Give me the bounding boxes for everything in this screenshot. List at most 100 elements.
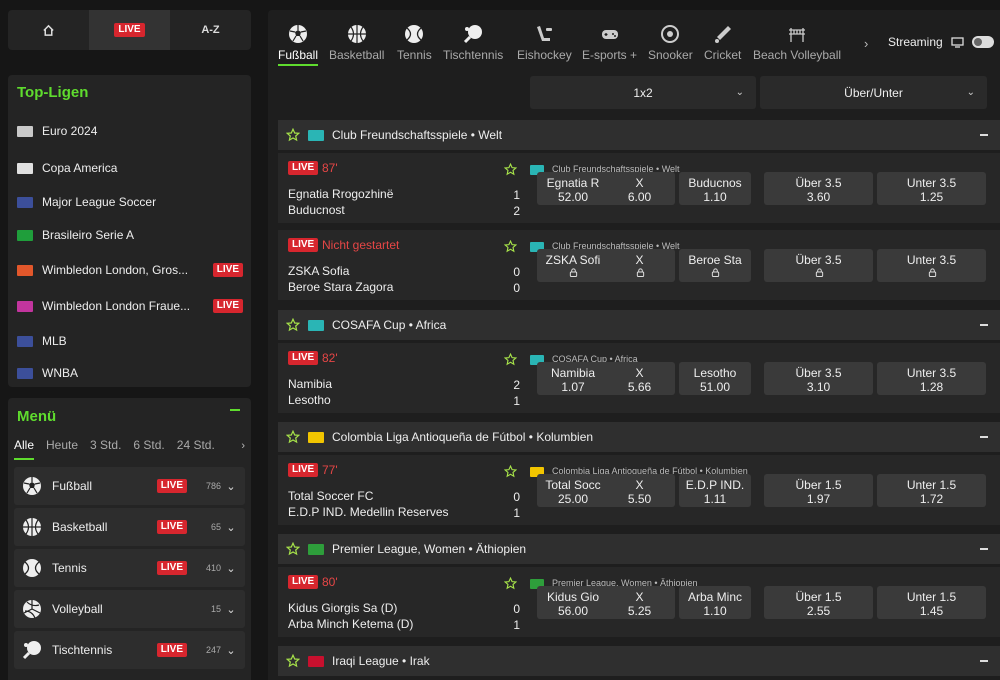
odds-button[interactable]: Über 3.5 3.60 — [764, 172, 873, 205]
odds-button[interactable]: X 5.25 — [604, 586, 675, 619]
time-filter-tab[interactable]: 6 Std. — [133, 438, 165, 452]
away-team[interactable]: Buducnost — [288, 203, 345, 217]
away-team[interactable]: Lesotho — [288, 393, 331, 407]
league-header[interactable]: COSAFA Cup • Africa — [278, 310, 1000, 340]
menu-sport-item[interactable]: Volleyball 15 ⌄ — [14, 590, 245, 628]
chevron-down-icon[interactable]: ⌄ — [226, 480, 236, 493]
top-league-item[interactable]: Euro 2024 — [17, 121, 243, 141]
market-select-over-under[interactable]: Über/Unter ⌄ — [760, 76, 987, 109]
odds-button[interactable]: Lesotho 51.00 — [679, 362, 751, 395]
match-time: 82' — [322, 351, 338, 365]
sport-tab[interactable]: Fußball — [278, 24, 319, 66]
time-filter-tab[interactable]: Alle — [14, 438, 35, 460]
odds-button[interactable]: Über 1.5 2.55 — [764, 586, 873, 619]
favorite-star-icon[interactable] — [286, 128, 300, 142]
away-team[interactable]: Arba Minch Ketema (D) — [288, 617, 414, 631]
sport-tab[interactable]: Tischtennis — [443, 24, 503, 62]
odds-button[interactable]: X — [604, 249, 675, 282]
sport-tab[interactable]: Snooker — [648, 24, 693, 62]
odds-button[interactable]: Unter 3.5 1.25 — [877, 172, 986, 205]
sport-tab[interactable]: E-sports + — [582, 24, 637, 62]
home-team[interactable]: Namibia — [288, 377, 333, 391]
top-league-item[interactable]: MLB — [17, 331, 243, 351]
odds-button[interactable]: ZSKA Sofi — [537, 249, 609, 282]
menu-sport-item[interactable]: Basketball LIVE 65 ⌄ — [14, 508, 245, 546]
sport-tab[interactable]: Beach Volleyball — [753, 24, 841, 62]
odds-label: X — [635, 253, 644, 267]
favorite-star-icon[interactable] — [504, 163, 517, 176]
collapse-icon[interactable] — [980, 660, 988, 662]
odds-button[interactable]: Buducnos 1.10 — [679, 172, 751, 205]
favorite-star-icon[interactable] — [286, 430, 300, 444]
favorite-star-icon[interactable] — [504, 465, 517, 478]
odds-button[interactable]: Arba Minc 1.10 — [679, 586, 751, 619]
odds-button[interactable]: E.D.P IND. 1.11 — [679, 474, 751, 507]
home-team[interactable]: ZSKA Sofia — [288, 264, 350, 278]
favorite-star-icon[interactable] — [504, 353, 517, 366]
favorite-star-icon[interactable] — [504, 240, 517, 253]
chevron-down-icon[interactable]: ⌄ — [226, 521, 236, 534]
top-league-item[interactable]: Wimbledon London, Gros... LIVE — [17, 260, 243, 280]
chevron-right-icon[interactable]: › — [241, 440, 245, 452]
home-team[interactable]: Egnatia Rrogozhinë — [288, 187, 394, 201]
menu-sport-item[interactable]: Tennis LIVE 410 ⌄ — [14, 549, 245, 587]
az-button[interactable]: A-Z — [201, 24, 220, 36]
top-league-item[interactable]: Wimbledon London Fraue... LIVE — [17, 296, 243, 316]
favorite-star-icon[interactable] — [286, 654, 300, 668]
odds-button[interactable]: X 5.66 — [604, 362, 675, 395]
top-league-item[interactable]: Copa America — [17, 158, 243, 178]
odds-button[interactable]: X 6.00 — [604, 172, 675, 205]
tabs-scroll-right-icon[interactable]: › — [864, 36, 869, 51]
league-header[interactable]: Club Freundschaftsspiele • Welt — [278, 120, 1000, 150]
collapse-icon[interactable] — [980, 134, 988, 136]
odds-button[interactable]: Unter 1.5 1.72 — [877, 474, 986, 507]
sport-tab[interactable]: Tennis — [397, 24, 432, 62]
collapse-icon[interactable] — [980, 548, 988, 550]
streaming-toggle[interactable]: Streaming — [888, 35, 994, 49]
top-league-item[interactable]: WNBA — [17, 363, 243, 383]
favorite-star-icon[interactable] — [286, 542, 300, 556]
away-team[interactable]: Beroe Stara Zagora — [288, 280, 394, 294]
time-filter-tab[interactable]: 3 Std. — [90, 438, 122, 452]
menu-panel: Menü Alle Heute 3 Std. 6 Std. 24 Std. › Fußb… — [8, 398, 251, 680]
odds-button[interactable]: Namibia 1.07 — [537, 362, 609, 395]
menu-sport-item[interactable]: Tischtennis LIVE 247 ⌄ — [14, 631, 245, 669]
favorite-star-icon[interactable] — [286, 318, 300, 332]
league-header[interactable]: Iraqi League • Irak — [278, 646, 1000, 676]
odds-button[interactable]: Unter 3.5 1.28 — [877, 362, 986, 395]
collapse-icon[interactable] — [230, 409, 240, 411]
sport-tab[interactable]: Eishockey — [517, 24, 572, 62]
odds-button[interactable]: Unter 1.5 1.45 — [877, 586, 986, 619]
home-button[interactable] — [8, 10, 89, 50]
home-team[interactable]: Kidus Giorgis Sa (D) — [288, 601, 398, 615]
odds-button[interactable]: Egnatia R 52.00 — [537, 172, 609, 205]
chevron-down-icon[interactable]: ⌄ — [226, 603, 236, 616]
collapse-icon[interactable] — [980, 436, 988, 438]
odds-button[interactable]: Über 3.5 — [764, 249, 873, 282]
menu-sport-item[interactable]: Fußball LIVE 786 ⌄ — [14, 467, 245, 505]
odds-button[interactable]: Über 3.5 3.10 — [764, 362, 873, 395]
market-select-1x2[interactable]: 1x2 ⌄ — [530, 76, 756, 109]
time-filter-tab[interactable]: 24 Std. — [176, 438, 215, 452]
odds-button[interactable]: Kidus Gio 56.00 — [537, 586, 609, 619]
live-button[interactable]: LIVE — [89, 10, 170, 50]
home-team[interactable]: Total Soccer FC — [288, 489, 374, 503]
odds-button[interactable]: Unter 3.5 — [877, 249, 986, 282]
away-team[interactable]: E.D.P IND. Medellin Reserves — [288, 505, 449, 519]
top-league-item[interactable]: Brasileiro Serie A — [17, 225, 243, 245]
sport-tab[interactable]: Cricket — [704, 24, 741, 62]
odds-button[interactable]: Total Socc 25.00 — [537, 474, 609, 507]
time-filter-tab[interactable]: Heute — [46, 438, 79, 452]
favorite-star-icon[interactable] — [504, 577, 517, 590]
league-header[interactable]: Colombia Liga Antioqueña de Fútbol • Kol… — [278, 422, 1000, 452]
league-header[interactable]: Premier League, Women • Äthiopien — [278, 534, 1000, 564]
chevron-down-icon[interactable]: ⌄ — [226, 644, 236, 657]
collapse-icon[interactable] — [980, 324, 988, 326]
streaming-switch[interactable] — [971, 36, 994, 48]
odds-button[interactable]: X 5.50 — [604, 474, 675, 507]
odds-button[interactable]: Beroe Sta — [679, 249, 751, 282]
odds-button[interactable]: Über 1.5 1.97 — [764, 474, 873, 507]
sport-tab[interactable]: Basketball — [329, 24, 384, 62]
top-league-item[interactable]: Major League Soccer — [17, 192, 243, 212]
chevron-down-icon[interactable]: ⌄ — [226, 562, 236, 575]
